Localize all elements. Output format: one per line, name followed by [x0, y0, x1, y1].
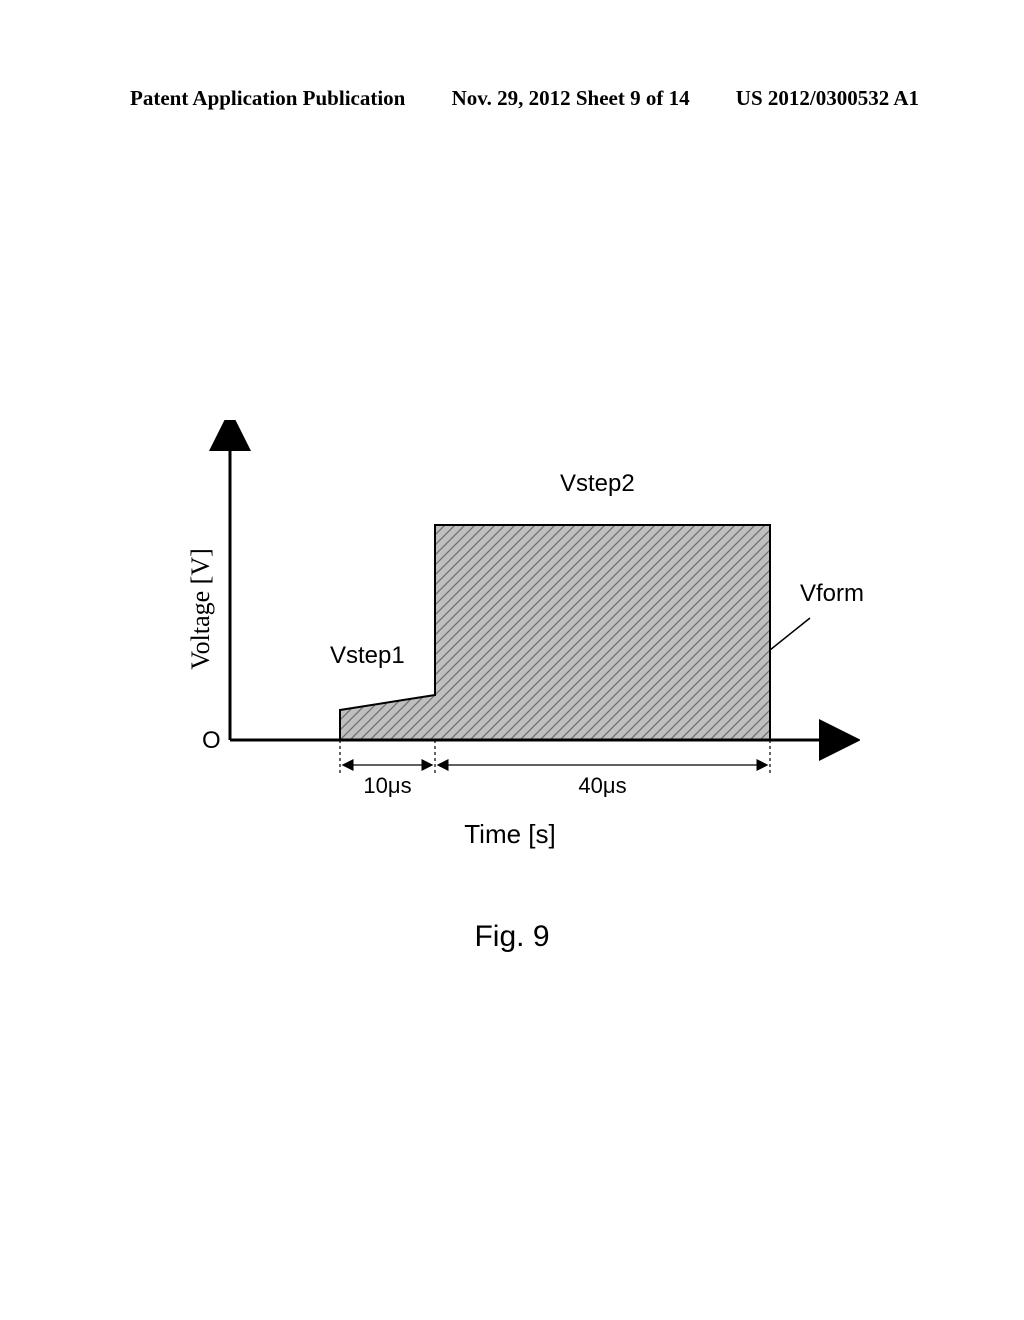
- dim-label-10us: 10μs: [363, 773, 411, 798]
- dim-label-40us: 40μs: [578, 773, 626, 798]
- figure-caption: Fig. 9: [474, 920, 549, 954]
- label-vform: Vform: [800, 580, 864, 608]
- origin-label: O: [202, 727, 221, 754]
- page-header: Patent Application Publication Nov. 29, …: [0, 86, 1024, 111]
- y-axis-label: Voltage [V]: [186, 548, 216, 670]
- x-axis-label: Time [s]: [464, 819, 555, 850]
- label-vstep2: Vstep2: [560, 470, 635, 498]
- vform-leader-line: [770, 618, 810, 650]
- header-center: Nov. 29, 2012 Sheet 9 of 14: [452, 86, 690, 111]
- pulse-waveform: [340, 525, 770, 740]
- header-left: Patent Application Publication: [130, 86, 405, 111]
- header-right: US 2012/0300532 A1: [736, 86, 919, 111]
- page: Patent Application Publication Nov. 29, …: [0, 0, 1024, 1320]
- chart-svg: O 10μs 40μs: [160, 420, 860, 840]
- chart-container: Voltage [V]: [160, 420, 860, 840]
- label-vstep1: Vstep1: [330, 642, 405, 670]
